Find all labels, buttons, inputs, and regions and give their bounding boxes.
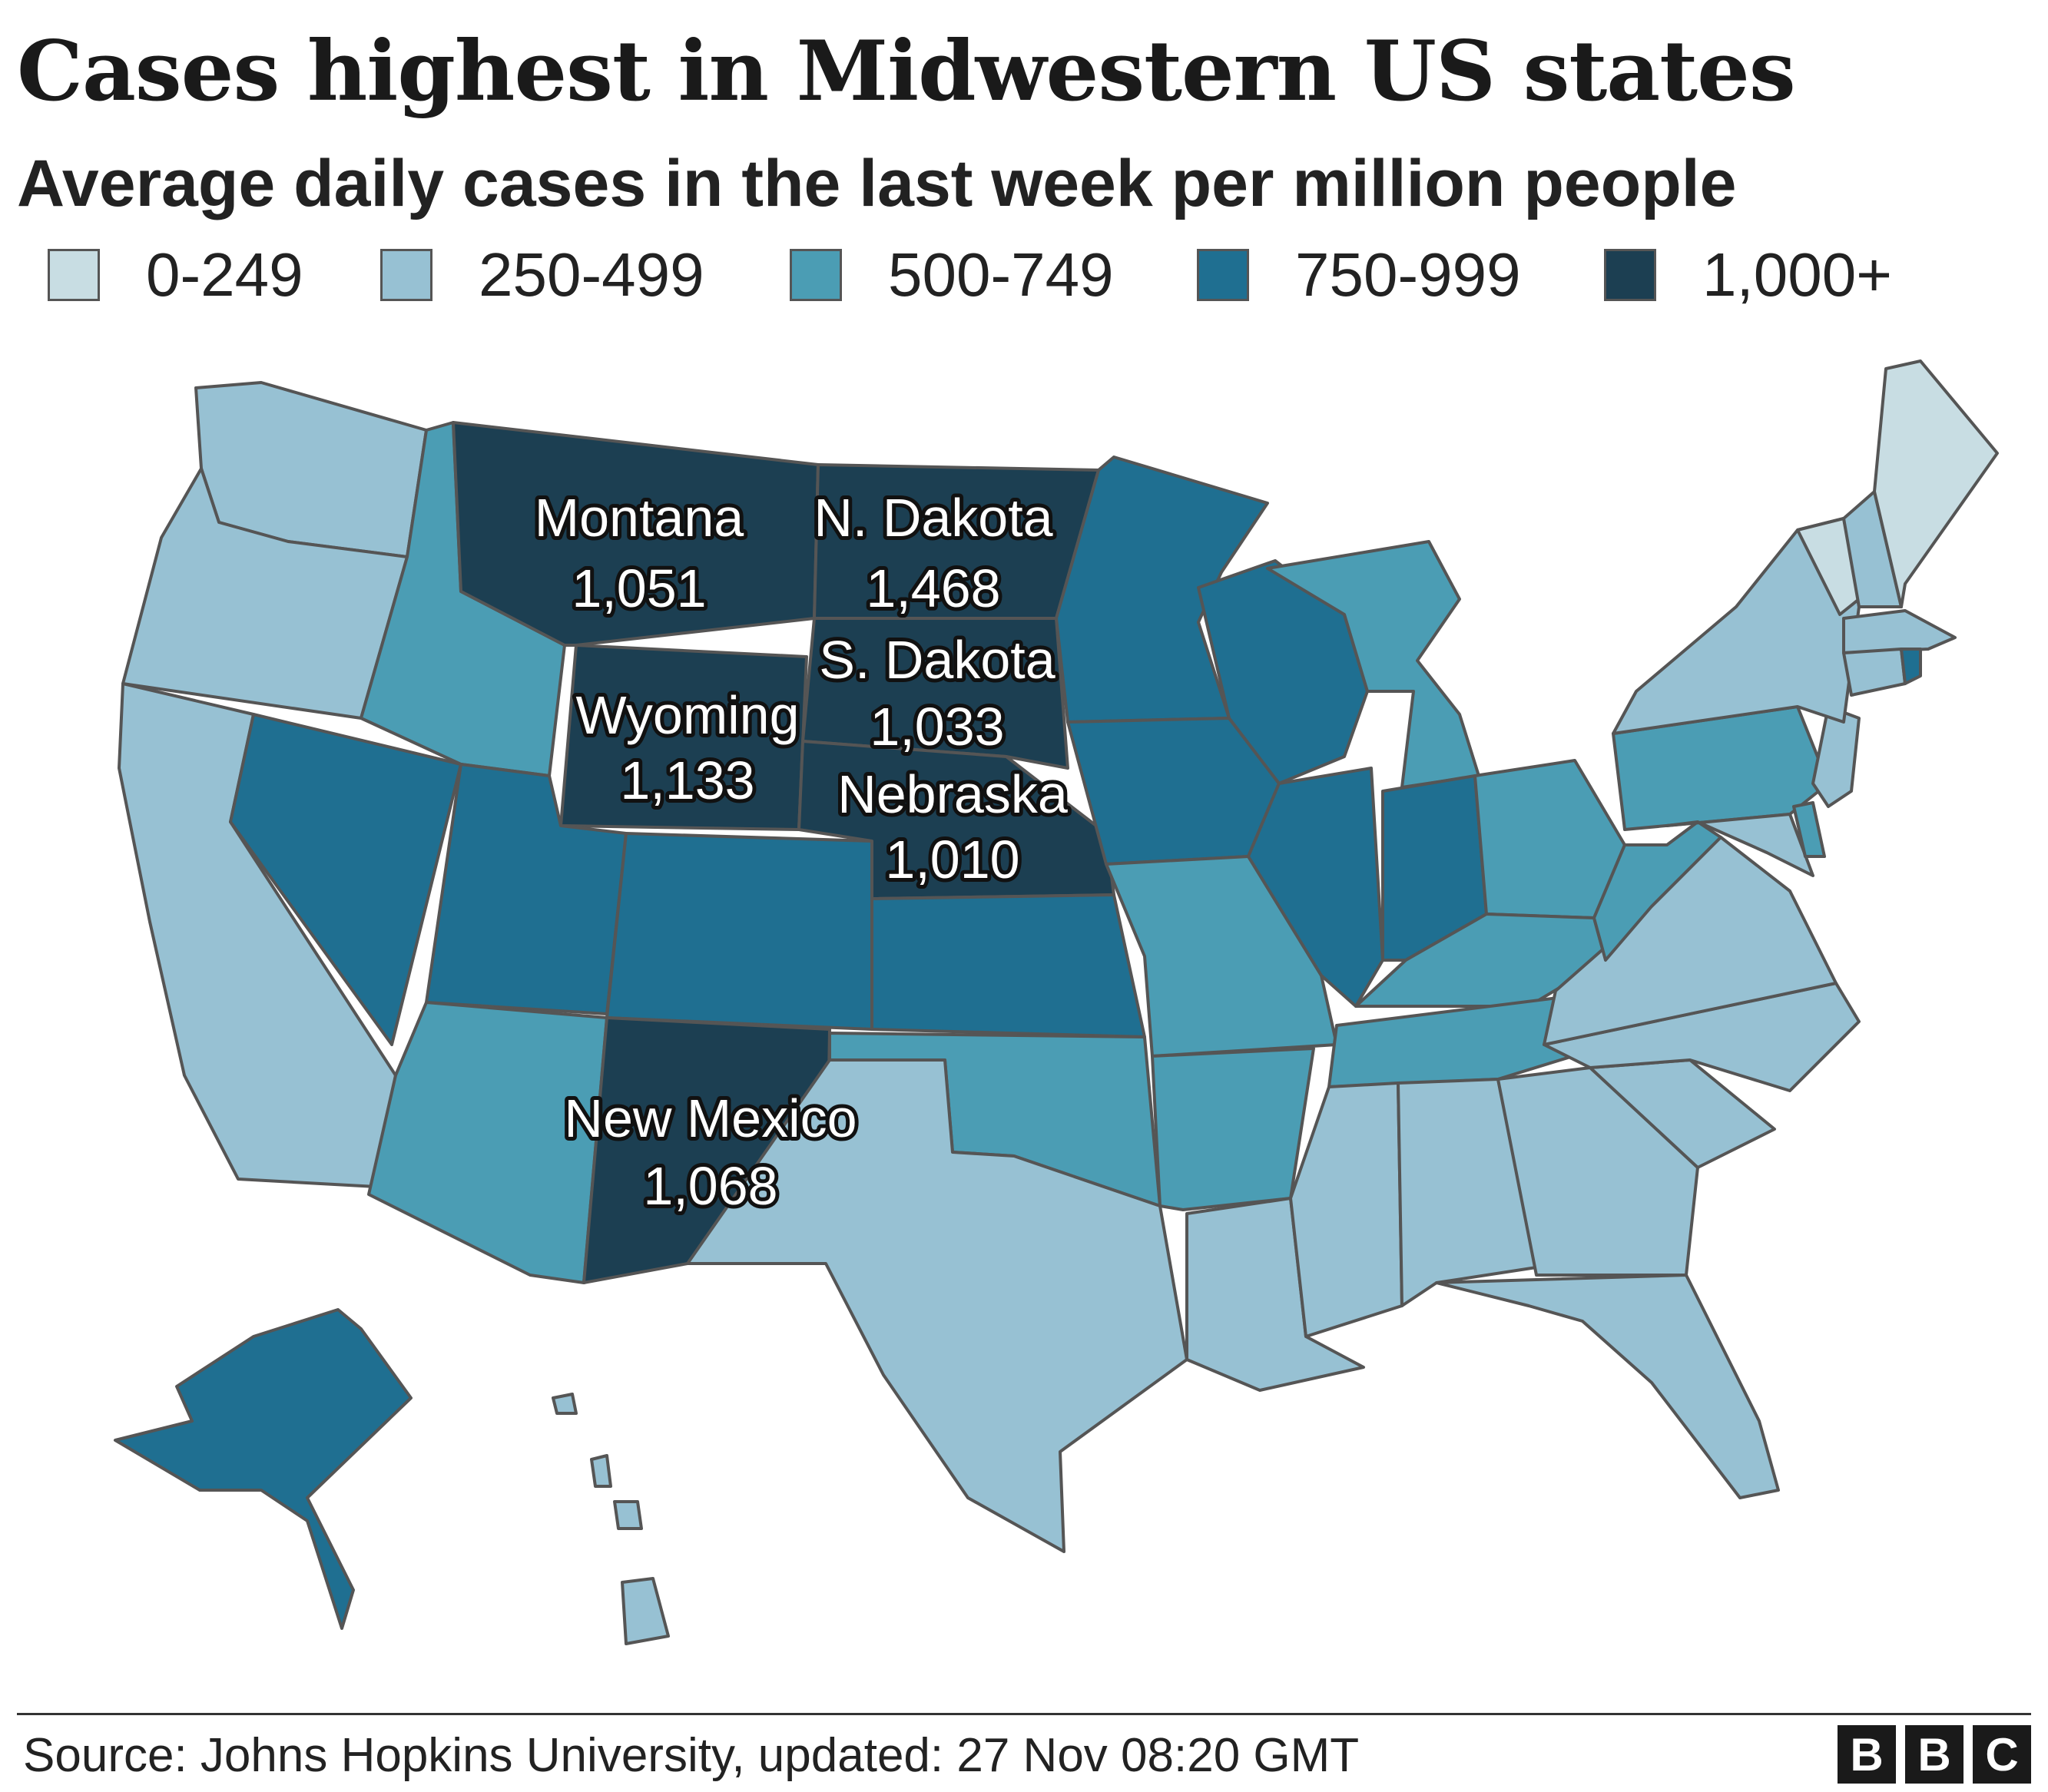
source-note: Source: Johns Hopkins University, update… bbox=[23, 1729, 1360, 1782]
legend-label-250-499: 250-499 bbox=[479, 240, 704, 309]
state-texas bbox=[686, 1058, 1188, 1553]
state-maine bbox=[1873, 359, 1999, 608]
label-south-dakota-value: 1,033 bbox=[870, 697, 1004, 757]
state-georgia bbox=[1496, 1066, 1699, 1277]
bbc-logo-block-1: B bbox=[1838, 1725, 1896, 1784]
legend-label-750-999: 750-999 bbox=[1295, 240, 1521, 309]
label-nebraska-name: Nebraska bbox=[837, 764, 1068, 824]
state-maryland bbox=[1665, 813, 1814, 877]
label-south-dakota-name: S. Dakota bbox=[819, 630, 1055, 690]
label-montana-name: Montana bbox=[535, 488, 744, 548]
label-montana-value: 1,051 bbox=[572, 558, 706, 618]
state-mississippi bbox=[1289, 1081, 1403, 1338]
us-states-map: Montana 1,051 N. Dakota 1,468 S. Dakota … bbox=[114, 359, 1999, 1645]
legend-label-1000-plus: 1,000+ bbox=[1702, 240, 1892, 309]
state-alabama bbox=[1397, 1078, 1538, 1307]
state-new-jersey bbox=[1811, 705, 1861, 808]
legend-label-0-249: 0-249 bbox=[146, 240, 303, 309]
bbc-logo: B B C bbox=[1838, 1725, 2031, 1784]
legend-swatch-750-999 bbox=[1197, 249, 1249, 301]
state-alaska bbox=[114, 1308, 413, 1630]
state-rhode-island bbox=[1900, 648, 1922, 685]
label-nebraska-value: 1,010 bbox=[885, 830, 1019, 889]
state-massachusetts bbox=[1842, 609, 1957, 654]
state-minnesota bbox=[1055, 455, 1269, 724]
legend-item-250-499: 250-499 bbox=[380, 240, 704, 309]
state-florida bbox=[1435, 1274, 1780, 1499]
legend-swatch-500-749 bbox=[790, 249, 842, 301]
legend: 0-249 250-499 500-749 750-999 1,000+ bbox=[0, 230, 2048, 315]
state-south-dakota bbox=[801, 617, 1069, 770]
label-wyoming-name: Wyoming bbox=[575, 685, 799, 745]
legend-item-1000-plus: 1,000+ bbox=[1604, 240, 1892, 309]
bbc-logo-block-3: C bbox=[1973, 1725, 2031, 1784]
legend-label-500-749: 500-749 bbox=[888, 240, 1114, 309]
state-nevada bbox=[229, 713, 462, 1046]
state-west-virginia bbox=[1592, 820, 1722, 962]
chart-subtitle: Average daily cases in the last week per… bbox=[17, 147, 1737, 220]
state-hawaii-islands bbox=[552, 1393, 643, 1530]
bbc-logo-block-2: B bbox=[1905, 1725, 1963, 1784]
label-new-mexico-name: New Mexico bbox=[564, 1088, 857, 1148]
footer-divider bbox=[17, 1713, 2031, 1715]
label-north-dakota-value: 1,468 bbox=[866, 558, 1000, 618]
state-colorado bbox=[605, 832, 873, 1031]
label-new-mexico-value: 1,068 bbox=[643, 1156, 777, 1216]
label-north-dakota-name: N. Dakota bbox=[814, 488, 1052, 548]
legend-item-750-999: 750-999 bbox=[1197, 240, 1521, 309]
legend-item-500-749: 500-749 bbox=[790, 240, 1114, 309]
state-hawaii bbox=[621, 1577, 670, 1645]
legend-item-0-249: 0-249 bbox=[48, 240, 303, 309]
state-arkansas bbox=[1151, 1047, 1315, 1211]
legend-swatch-1000-plus bbox=[1604, 249, 1656, 301]
chart-title: Cases highest in Midwestern US states bbox=[17, 23, 1796, 120]
label-wyoming-value: 1,133 bbox=[620, 750, 754, 810]
state-ohio bbox=[1473, 759, 1626, 919]
legend-swatch-0-249 bbox=[48, 249, 100, 301]
state-connecticut bbox=[1842, 648, 1907, 697]
legend-swatch-250-499 bbox=[380, 249, 432, 301]
state-delaware bbox=[1792, 801, 1826, 858]
state-kansas bbox=[870, 893, 1146, 1038]
